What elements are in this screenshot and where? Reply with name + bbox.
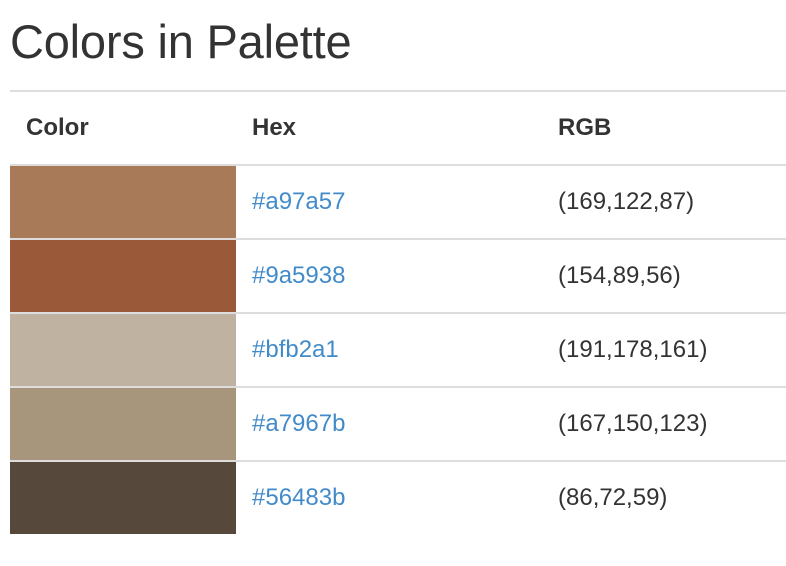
swatch-cell bbox=[10, 387, 236, 462]
hex-cell: #9a5938 bbox=[236, 239, 542, 314]
table-row: #bfb2a1 (191,178,161) bbox=[10, 313, 786, 388]
hex-link[interactable]: #a97a57 bbox=[252, 188, 346, 215]
table-body: #a97a57 (169,122,87) #9a5938 (154,89,56)… bbox=[10, 165, 786, 534]
hex-cell: #a97a57 bbox=[236, 165, 542, 240]
table-row: #56483b (86,72,59) bbox=[10, 461, 786, 534]
column-header-color: Color bbox=[10, 91, 236, 166]
rgb-value: (169,122,87) bbox=[542, 165, 786, 240]
header-row: Color Hex RGB bbox=[10, 91, 786, 166]
color-swatch bbox=[10, 240, 236, 312]
palette-table: Color Hex RGB #a97a57 (169,122,87) #9a59… bbox=[10, 90, 786, 534]
table-row: #a7967b (167,150,123) bbox=[10, 387, 786, 462]
swatch-cell bbox=[10, 165, 236, 240]
hex-link[interactable]: #bfb2a1 bbox=[252, 336, 339, 363]
color-swatch bbox=[10, 462, 236, 534]
column-header-hex: Hex bbox=[236, 91, 542, 166]
hex-cell: #56483b bbox=[236, 461, 542, 534]
swatch-cell bbox=[10, 313, 236, 388]
rgb-value: (154,89,56) bbox=[542, 239, 786, 314]
hex-link[interactable]: #a7967b bbox=[252, 410, 346, 437]
swatch-cell bbox=[10, 239, 236, 314]
rgb-value: (167,150,123) bbox=[542, 387, 786, 462]
rgb-value: (86,72,59) bbox=[558, 484, 668, 511]
hex-link[interactable]: #9a5938 bbox=[252, 262, 346, 289]
hex-cell: #bfb2a1 bbox=[236, 313, 542, 388]
hex-cell: #a7967b bbox=[236, 387, 542, 462]
hex-link[interactable]: #56483b bbox=[252, 484, 346, 511]
table-header: Color Hex RGB bbox=[10, 91, 786, 166]
color-swatch bbox=[10, 314, 236, 386]
color-swatch bbox=[10, 166, 236, 238]
rgb-value: (191,178,161) bbox=[542, 313, 786, 388]
page-title: Colors in Palette bbox=[10, 15, 352, 68]
swatch-cell bbox=[10, 461, 236, 534]
table-row: #9a5938 (154,89,56) bbox=[10, 239, 786, 314]
color-swatch bbox=[10, 388, 236, 460]
column-header-rgb: RGB bbox=[542, 91, 786, 166]
table-row: #a97a57 (169,122,87) bbox=[10, 165, 786, 240]
